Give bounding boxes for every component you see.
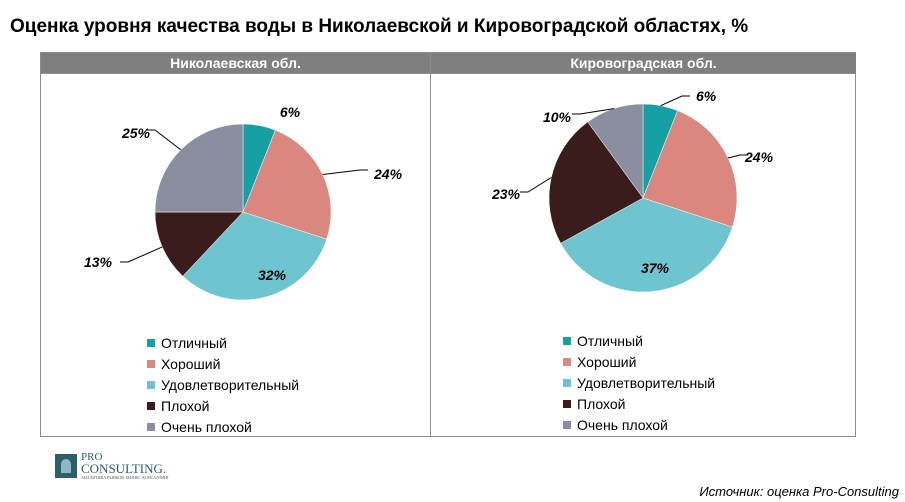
kirovograd-legend-swatch-4 xyxy=(563,420,571,429)
kirovograd-legend-label-3: Плохой xyxy=(577,395,626,412)
nikolaev-label-4: 25% xyxy=(121,125,151,141)
kirovograd-slice-2 xyxy=(560,197,733,293)
nikolaev-leader-3 xyxy=(120,246,163,263)
logo-line-2: CONSULTING. xyxy=(81,461,167,476)
kirovograd-label-2: 37% xyxy=(641,260,670,276)
kirovograd-label-1: 24% xyxy=(744,149,774,165)
kirovograd-legend-label-2: Удовлетворительный xyxy=(577,374,716,391)
logo-icon xyxy=(55,453,77,478)
logo-line-3: АНАЛИТИКА РЫНКОВ. БИЗНЕС-КОНСАЛТИНГ xyxy=(81,475,170,480)
kirovograd-label-3: 23% xyxy=(491,186,521,202)
nikolaev-slice-1 xyxy=(242,129,332,240)
nikolaev-label-1: 24% xyxy=(373,166,403,182)
source-note: Источник: оценка Pro-Consulting xyxy=(699,484,899,499)
nikolaev-legend-swatch-4 xyxy=(147,422,155,431)
nikolaev-legend-swatch-3 xyxy=(147,401,155,410)
nikolaev-legend-label-1: Хороший xyxy=(161,355,221,372)
kirovograd-legend-label-1: Хороший xyxy=(577,353,637,370)
nikolaev-slice-2 xyxy=(182,211,328,301)
nikolaev-legend-item-0: Отличный xyxy=(147,332,299,353)
logo-line-1: PRO xyxy=(81,451,103,463)
nikolaev-legend-label-2: Удовлетворительный xyxy=(161,376,300,393)
nikolaev-leader-4 xyxy=(147,129,182,151)
chart-1-title: Николаевская обл. xyxy=(41,53,430,73)
kirovograd-legend-item-4: Очень плохой xyxy=(563,414,715,435)
nikolaev-label-0: 6% xyxy=(280,104,301,120)
nikolaev-legend-label-3: Плохой xyxy=(161,397,210,414)
kirovograd-slice-3 xyxy=(548,121,644,244)
kirovograd-leader-3 xyxy=(520,177,552,193)
nikolaev-legend-label-4: Очень плохой xyxy=(161,418,252,435)
nikolaev-legend-item-1: Хороший xyxy=(147,353,299,374)
nikolaev-legend-swatch-2 xyxy=(147,380,155,389)
kirovograd-leader-0 xyxy=(660,95,690,107)
kirovograd-legend-swatch-3 xyxy=(563,399,571,408)
chart-1-legend: Отличный Хороший Удовлетворительный Плохой О… xyxy=(147,332,299,437)
page-title: Оценка уровня качества воды в Николаевск… xyxy=(10,16,749,37)
kirovograd-legend-label-0: Отличный xyxy=(577,332,643,349)
nikolaev-legend-label-0: Отличный xyxy=(161,334,227,351)
chart-frame: Николаевская обл. Кировоградская обл. xyxy=(40,52,856,437)
kirovograd-legend-item-0: Отличный xyxy=(563,330,715,351)
chart-2-legend: Отличный Хороший Удовлетворительный Плохой О… xyxy=(563,330,715,435)
panel-divider xyxy=(430,53,431,436)
nikolaev-slice-3 xyxy=(154,211,244,277)
kirovograd-legend-swatch-1 xyxy=(563,357,571,366)
chart-2-title: Кировоградская обл. xyxy=(431,53,856,73)
kirovograd-legend-swatch-2 xyxy=(563,378,571,387)
kirovograd-legend-item-1: Хороший xyxy=(563,351,715,372)
nikolaev-leader-1 xyxy=(322,169,368,176)
kirovograd-legend-item-2: Удовлетворительный xyxy=(563,372,715,393)
nikolaev-legend-item-2: Удовлетворительный xyxy=(147,374,299,395)
kirovograd-slice-1 xyxy=(642,110,738,228)
kirovograd-legend-swatch-0 xyxy=(563,336,571,345)
kirovograd-label-0: 6% xyxy=(696,88,717,104)
nikolaev-label-2: 32% xyxy=(258,267,287,283)
kirovograd-legend-item-3: Плохой xyxy=(563,393,715,414)
nikolaev-legend-item-3: Плохой xyxy=(147,395,299,416)
nikolaev-legend-swatch-1 xyxy=(147,359,155,368)
kirovograd-leader-4 xyxy=(572,108,615,115)
kirovograd-leader-1 xyxy=(727,154,748,159)
pro-consulting-logo: PRO CONSULTING. АНАЛИТИКА РЫНКОВ. БИЗНЕС… xyxy=(55,451,169,480)
nikolaev-legend-swatch-0 xyxy=(147,338,155,347)
kirovograd-label-4: 10% xyxy=(543,109,572,125)
header-divider xyxy=(41,73,855,74)
nikolaev-legend-item-4: Очень плохой xyxy=(147,416,299,437)
nikolaev-slice-4 xyxy=(154,123,244,213)
nikolaev-label-3: 13% xyxy=(84,254,113,270)
kirovograd-legend-label-4: Очень плохой xyxy=(577,416,668,433)
